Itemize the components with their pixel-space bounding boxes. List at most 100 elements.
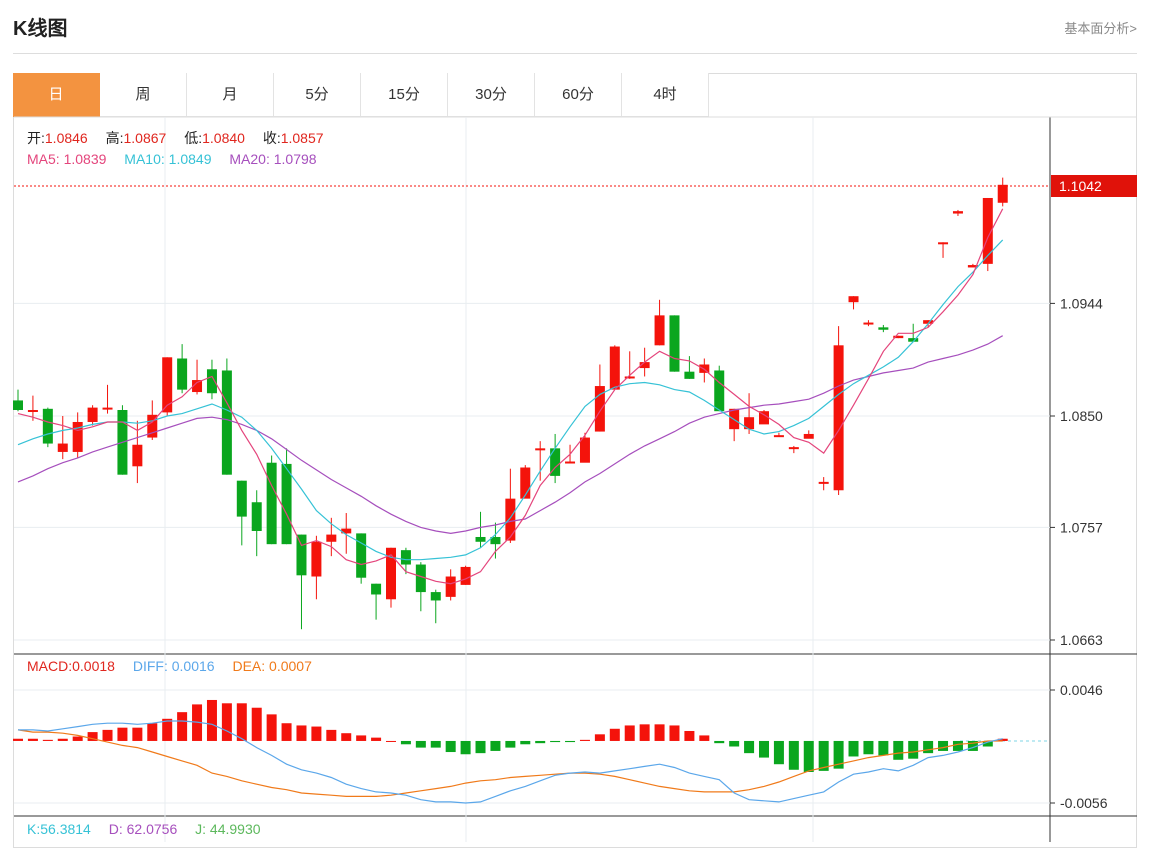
- candle-body: [251, 502, 262, 531]
- macd-bar: [87, 732, 98, 741]
- close-value: 1.0857: [280, 130, 324, 146]
- dea-label: DEA:: [232, 658, 266, 674]
- macd-bar: [371, 737, 382, 741]
- macd-bar: [669, 725, 680, 741]
- macd-bar: [57, 738, 68, 741]
- candle-body: [893, 335, 904, 339]
- ma20-value: 1.0798: [273, 151, 317, 167]
- macd-bar: [296, 725, 307, 741]
- macd-bar: [460, 740, 471, 755]
- candle-body: [356, 533, 367, 578]
- candle-body: [102, 407, 113, 410]
- tab-month[interactable]: 月: [187, 73, 274, 117]
- low-label: 低:: [184, 130, 203, 146]
- candle-body: [206, 369, 217, 394]
- candle-body: [848, 296, 859, 303]
- macd-readout: MACD:0.0018 DIFF: 0.0016 DEA: 0.0007: [27, 658, 312, 674]
- macd-bar: [42, 739, 53, 741]
- candle-body: [13, 400, 23, 411]
- candle-body: [72, 421, 83, 452]
- candle-body: [818, 481, 829, 484]
- macd-bar: [72, 736, 83, 741]
- macd-bar: [654, 724, 665, 741]
- candle-body: [520, 467, 531, 499]
- candle-body: [952, 211, 963, 214]
- candle-body: [192, 380, 203, 393]
- candle-body: [788, 447, 799, 450]
- tab-30min[interactable]: 30分: [448, 73, 535, 117]
- candle-body: [550, 448, 561, 476]
- macd-bar: [311, 726, 322, 741]
- macd-bar: [400, 740, 411, 745]
- macd-bar: [923, 740, 934, 754]
- macd-bar: [550, 740, 561, 743]
- macd-bar: [803, 740, 814, 772]
- macd-bar: [818, 740, 829, 771]
- candle-body: [326, 534, 337, 542]
- macd-bar: [177, 712, 188, 741]
- candle-body: [371, 583, 382, 595]
- candle-body: [714, 370, 725, 412]
- macd-bar: [206, 699, 217, 741]
- open-value: 1.0846: [44, 130, 88, 146]
- candle-body: [923, 320, 934, 324]
- candle-body: [460, 566, 471, 585]
- fundamental-analysis-link[interactable]: 基本面分析>: [1064, 21, 1137, 36]
- high-label: 高:: [105, 130, 124, 146]
- macd-bar: [938, 740, 949, 751]
- ma10-value: 1.0849: [168, 151, 212, 167]
- candle-body: [27, 410, 38, 413]
- d-value: 62.0756: [126, 821, 178, 837]
- k-value: 56.3814: [40, 821, 91, 837]
- price-tick-label: 1.0944: [1060, 295, 1103, 311]
- macd-bar: [982, 740, 993, 747]
- candle-body: [177, 358, 188, 390]
- candle-body: [430, 592, 441, 601]
- candle-body: [759, 411, 769, 425]
- ma10-label: MA10:: [124, 151, 165, 167]
- ma20-line: [17, 335, 1003, 535]
- open-label: 开:: [27, 130, 45, 146]
- macd-bar: [281, 723, 292, 741]
- macd-bar: [445, 740, 456, 753]
- candle-body: [878, 327, 889, 330]
- candle-body: [445, 576, 456, 597]
- macd-bar: [788, 740, 799, 770]
- candle-body: [42, 408, 53, 444]
- macd-label: MACD:: [27, 658, 73, 674]
- macd-bar: [744, 740, 755, 754]
- macd-bar: [848, 740, 859, 757]
- tab-15min[interactable]: 15分: [361, 73, 448, 117]
- diff-value: 0.0016: [171, 658, 215, 674]
- candle-body: [654, 315, 665, 346]
- candle-body: [684, 371, 695, 379]
- ma20-label: MA20:: [229, 151, 270, 167]
- candle-body: [594, 386, 605, 432]
- candle-body: [863, 322, 874, 325]
- title-divider: [13, 53, 1137, 54]
- candle-body: [938, 242, 949, 245]
- macd-bar: [520, 740, 531, 745]
- price-tick-label: 1.0663: [1060, 632, 1103, 648]
- tab-60min[interactable]: 60分: [535, 73, 622, 117]
- candle-body: [296, 534, 307, 576]
- ma-readout: MA5: 1.0839 MA10: 1.0849 MA20: 1.0798: [27, 151, 317, 167]
- macd-bar: [415, 740, 426, 748]
- candle-body: [311, 541, 322, 577]
- current-price-tag: 1.1042: [1051, 175, 1137, 197]
- candle-body: [908, 338, 919, 342]
- macd-bar: [684, 730, 695, 741]
- candle-body: [266, 462, 277, 545]
- macd-bar: [386, 740, 396, 742]
- j-label: J:: [195, 821, 207, 837]
- candle-body: [87, 407, 98, 422]
- macd-bar: [236, 703, 247, 741]
- high-value: 1.0867: [123, 130, 167, 146]
- candle-body: [624, 376, 635, 379]
- diff-label: DIFF:: [132, 658, 168, 674]
- price-tick-label: 1.0850: [1060, 408, 1103, 424]
- candle-body: [565, 461, 576, 464]
- macd-bar: [893, 740, 904, 760]
- d-label: D:: [108, 821, 123, 837]
